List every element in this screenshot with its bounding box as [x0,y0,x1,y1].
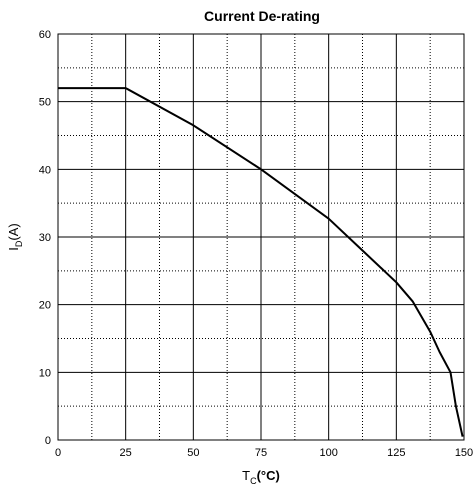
x-tick-label: 150 [455,447,473,459]
grid [58,34,464,440]
y-tick-label: 10 [39,367,51,379]
x-axis-label: TC(°C) [242,468,280,486]
x-tick-label: 0 [55,447,61,459]
x-tick-label: 50 [187,447,199,459]
x-tick-label: 125 [387,447,405,459]
x-axis-label-unit: (°C) [257,468,280,483]
series-line [58,87,464,437]
y-axis-label-sub: D [14,240,24,247]
x-axis-label-main: T [242,468,250,483]
y-tick-label: 30 [39,232,51,244]
chart-title: Current De-rating [204,8,320,24]
y-tick-label: 20 [39,300,51,312]
x-tick-label: 25 [120,447,132,459]
y-axis-label-unit: (A) [6,223,21,240]
series-layer [58,87,464,437]
x-tick-label: 75 [255,447,267,459]
y-axis-label: ID(A) [6,223,24,250]
tick-labels: 0 25 50 75 100 125 150 0 10 20 30 40 50 60 [39,29,473,459]
y-tick-label: 0 [45,435,51,447]
y-tick-label: 60 [39,29,51,41]
x-axis-label-sub: C [250,476,257,486]
y-axis-label-main: I [6,247,21,251]
x-tick-label: 100 [319,447,337,459]
y-tick-label: 40 [39,164,51,176]
plot-frame [57,33,465,441]
y-tick-label: 50 [39,97,51,109]
